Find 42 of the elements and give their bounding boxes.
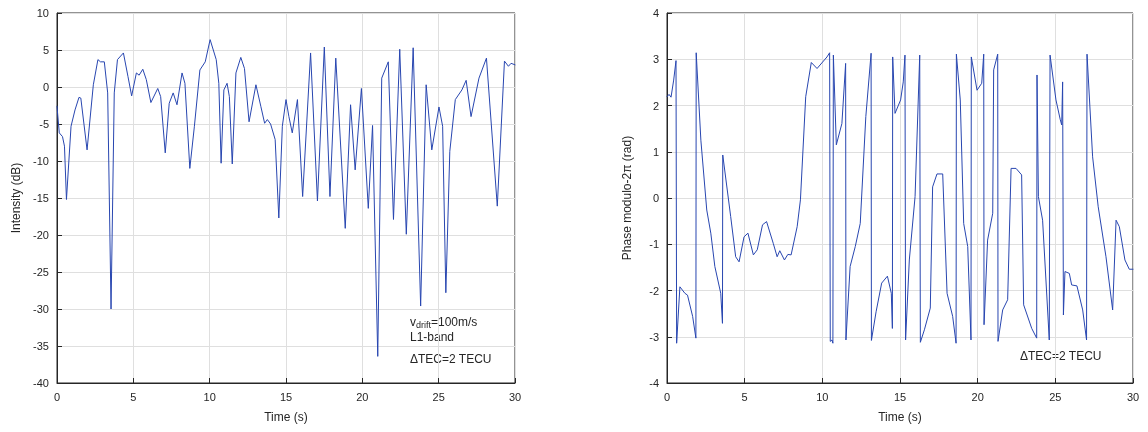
x-tick-label: 15 [279, 390, 293, 403]
x-tick-label: 30 [1126, 390, 1140, 403]
line-series [666, 52, 1134, 344]
y-tick-label: -3 [649, 330, 659, 343]
annotation: ΔTEC=2 TECU [1020, 349, 1102, 363]
annotation: ΔTEC=2 TECU [410, 352, 492, 366]
y-axis-title: Phase modulo-2π (rad) [620, 135, 634, 261]
y-tick-label: -4 [649, 377, 659, 389]
x-tick-label: 15 [893, 390, 907, 403]
y-tick-label: -15 [33, 192, 49, 204]
x-tick-label: 5 [130, 390, 137, 403]
x-tick-label: 25 [1049, 390, 1062, 403]
x-tick-label: 20 [356, 390, 369, 403]
x-tick-label: 5 [741, 390, 748, 403]
y-tick-label: -25 [33, 266, 49, 278]
annotation: L1-band [410, 330, 455, 344]
y-tick-label: 0 [652, 192, 659, 204]
x-tick-label: 0 [53, 390, 61, 403]
y-axis-title: Intensity (dB) [9, 162, 24, 234]
y-tick-label: -30 [33, 303, 49, 315]
x-tick-label: 10 [816, 390, 829, 403]
y-tick-label: 3 [652, 53, 659, 66]
x-tick-label: 0 [663, 390, 671, 403]
y-tick-label: -2 [649, 284, 659, 297]
y-tick-label: 4 [652, 7, 659, 19]
y-tick-label: 1 [652, 145, 659, 158]
x-axis-title: Time (s) [878, 410, 922, 424]
y-tick-label: 0 [42, 81, 49, 93]
y-tick-label: -5 [39, 118, 49, 130]
y-tick-label: -1 [649, 238, 659, 251]
x-tick-label: 25 [432, 390, 445, 403]
x-tick-label: 10 [203, 390, 216, 403]
y-tick-label: 10 [36, 7, 49, 19]
y-tick-label: 5 [42, 44, 49, 56]
y-tick-label: -40 [33, 377, 49, 389]
x-tick-label: 30 [508, 390, 522, 403]
x-axis-title: Time (s) [264, 410, 308, 424]
y-tick-label: 2 [652, 99, 659, 112]
y-tick-label: -20 [33, 229, 49, 241]
y-tick-label: -35 [33, 340, 49, 352]
y-tick-label: -10 [33, 155, 49, 167]
x-tick-label: 20 [971, 390, 984, 403]
